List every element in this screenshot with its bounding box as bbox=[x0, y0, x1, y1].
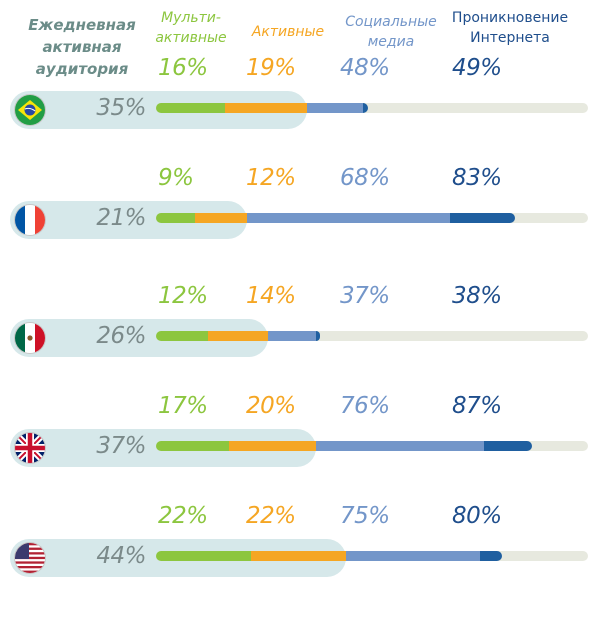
internet-bar-segment bbox=[449, 213, 515, 223]
multi-bar-segment bbox=[156, 331, 208, 341]
multi-bar-segment bbox=[156, 213, 195, 223]
header-internet: Проникновение Интернета bbox=[451, 10, 569, 46]
multi-bar-segment bbox=[156, 103, 226, 113]
multi-bar-segment bbox=[156, 441, 230, 451]
active-bar-segment bbox=[229, 441, 316, 451]
active-percent-label: 12% bbox=[246, 165, 296, 191]
header-active: Активные bbox=[251, 24, 325, 40]
bar-track bbox=[156, 103, 588, 113]
internet-percent-label: 49% bbox=[452, 55, 502, 81]
active-percent-label: 20% bbox=[246, 393, 296, 419]
social-percent-label: 68% bbox=[340, 165, 390, 191]
internet-bar-segment bbox=[363, 103, 368, 113]
brazil-flag-icon bbox=[15, 95, 45, 125]
country-row: 16% 19% 48% 49% 35% bbox=[0, 55, 600, 175]
header-social: Социальные медиа bbox=[345, 14, 437, 50]
internet-bar-segment bbox=[315, 331, 321, 341]
multi-percent-label: 22% bbox=[158, 503, 208, 529]
active-percent-label: 22% bbox=[246, 503, 296, 529]
usa-flag-icon bbox=[15, 543, 45, 573]
internet-percent-label: 87% bbox=[452, 393, 502, 419]
social-bar-segment bbox=[307, 103, 364, 113]
multi-percent-label: 9% bbox=[158, 165, 194, 191]
country-row: 9% 12% 68% 83% 21% bbox=[0, 165, 600, 285]
multi-bar-segment bbox=[156, 551, 252, 561]
active-percent-label: 19% bbox=[246, 55, 296, 81]
country-row: 22% 22% 75% 80% 44% bbox=[0, 503, 600, 623]
daily-percent-label: 44% bbox=[96, 543, 146, 569]
daily-percent-label: 21% bbox=[96, 205, 146, 231]
social-bar-segment bbox=[268, 331, 316, 341]
active-bar-segment bbox=[225, 103, 308, 113]
uk-flag-icon bbox=[15, 433, 45, 463]
france-flag-icon bbox=[15, 205, 45, 235]
country-row: 17% 20% 76% 87% 37% bbox=[0, 393, 600, 513]
active-bar-segment bbox=[194, 213, 247, 223]
daily-percent-label: 37% bbox=[96, 433, 146, 459]
header-daily: Ежедневная активная аудитория bbox=[28, 16, 136, 78]
social-bar-segment bbox=[246, 213, 450, 223]
bar-track bbox=[156, 331, 588, 341]
social-percent-label: 76% bbox=[340, 393, 390, 419]
active-bar-segment bbox=[251, 551, 347, 561]
social-bar-segment bbox=[315, 441, 485, 451]
active-bar-segment bbox=[207, 331, 269, 341]
internet-bar-segment bbox=[484, 441, 532, 451]
daily-percent-label: 26% bbox=[96, 323, 146, 349]
social-percent-label: 75% bbox=[340, 503, 390, 529]
country-row: 12% 14% 37% 38% 26% bbox=[0, 283, 600, 403]
social-percent-label: 48% bbox=[340, 55, 390, 81]
daily-percent-label: 35% bbox=[96, 95, 146, 121]
header-multi: Мульти- активные bbox=[155, 10, 227, 46]
multi-percent-label: 16% bbox=[158, 55, 208, 81]
internet-percent-label: 38% bbox=[452, 283, 502, 309]
social-percent-label: 37% bbox=[340, 283, 390, 309]
social-bar-segment bbox=[346, 551, 480, 561]
internet-percent-label: 83% bbox=[452, 165, 502, 191]
active-percent-label: 14% bbox=[246, 283, 296, 309]
mexico-flag-icon bbox=[15, 323, 45, 353]
internet-percent-label: 80% bbox=[452, 503, 502, 529]
multi-percent-label: 17% bbox=[158, 393, 208, 419]
multi-percent-label: 12% bbox=[158, 283, 208, 309]
internet-bar-segment bbox=[480, 551, 502, 561]
